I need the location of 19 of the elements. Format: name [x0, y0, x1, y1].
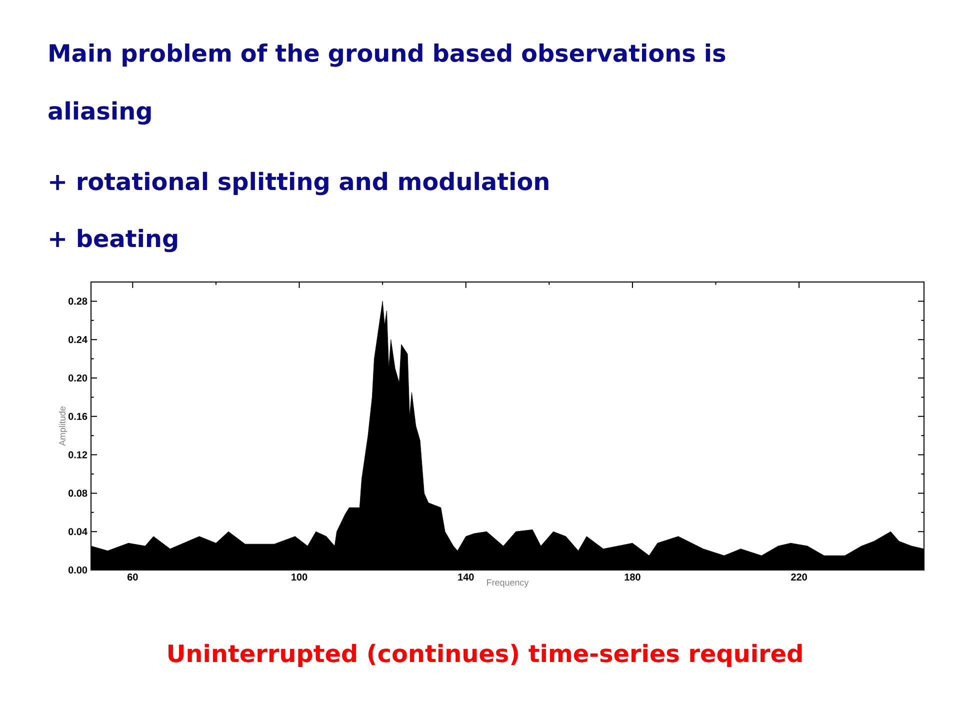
y-tick-label: 0.28 — [68, 298, 88, 305]
y-tick-label: 0.08 — [68, 490, 88, 497]
x-tick-label: 220 — [791, 574, 807, 581]
y-tick-label: 0.12 — [68, 451, 88, 458]
x-tick-label: 140 — [458, 574, 474, 581]
y-tick-label: 0.04 — [68, 528, 88, 536]
x-tick-label: 60 — [127, 574, 138, 581]
y-axis-title: Amplitude — [58, 406, 68, 446]
x-tick-label: 100 — [292, 574, 308, 581]
text: + rotational splitting and modulation — [50, 172, 548, 196]
y-tick-label: 0.16 — [68, 412, 88, 420]
x-tick-label: 180 — [624, 574, 640, 581]
y-tick-label: 0.24 — [68, 336, 88, 344]
text: Uninterrupted (continues) time-series required — [168, 644, 802, 667]
chart-title: Main problem of the ground based observations is aliasing — [48, 44, 726, 125]
x-axis-title: Frequency — [487, 579, 529, 588]
y-tick-label: 0.20 — [68, 374, 88, 382]
text: + beating — [50, 228, 178, 252]
y-tick-label: 0.00 — [68, 566, 88, 574]
